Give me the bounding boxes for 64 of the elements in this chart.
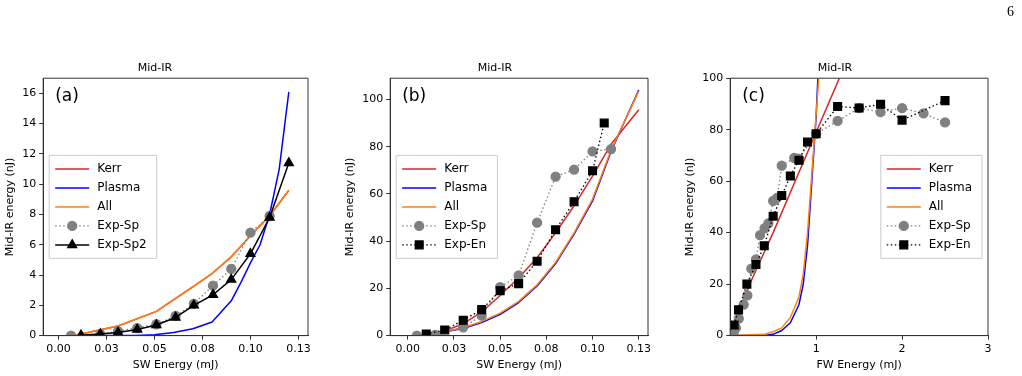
legend-label: Plasma bbox=[928, 180, 972, 195]
chart-title: Mid-IR bbox=[817, 61, 853, 75]
x-tick-label: 0.08 bbox=[190, 342, 215, 356]
legend-label: Kerr bbox=[444, 161, 469, 176]
y-tick-label: 4 bbox=[29, 267, 37, 281]
y-tick-label: 0 bbox=[716, 328, 724, 342]
y-tick-label: 2 bbox=[29, 298, 37, 312]
chart-title: Mid-IR bbox=[477, 61, 513, 75]
x-axis-title: SW Energy (mJ) bbox=[476, 358, 563, 372]
legend-label: Exp-En bbox=[928, 237, 971, 252]
x-axis-title: FW Energy (mJ) bbox=[816, 358, 902, 372]
legend-label: All bbox=[97, 199, 113, 214]
legend-label: Exp-Sp bbox=[444, 218, 487, 233]
y-tick-label: 60 bbox=[369, 186, 384, 200]
legend-label: Plasma bbox=[97, 180, 141, 195]
y-tick-label: 20 bbox=[709, 276, 724, 290]
y-tick-label: 0 bbox=[376, 328, 384, 342]
y-tick-label: 14 bbox=[22, 116, 37, 130]
y-tick-label: 100 bbox=[702, 71, 724, 85]
y-tick-label: 60 bbox=[709, 174, 724, 188]
x-tick-label: 0.03 bbox=[94, 342, 119, 356]
annotation: (a) bbox=[55, 85, 79, 106]
legend-label: Kerr bbox=[928, 161, 954, 176]
x-tick-label: 2 bbox=[898, 342, 906, 356]
legend-label: Exp-Sp bbox=[928, 218, 971, 233]
y-tick-label: 40 bbox=[709, 225, 724, 239]
legend-label: Plasma bbox=[444, 180, 488, 195]
y-tick-label: 100 bbox=[362, 92, 384, 106]
y-tick-label: 0 bbox=[29, 328, 37, 342]
x-tick-label: 1 bbox=[812, 342, 820, 356]
legend-label: Exp-Sp bbox=[97, 218, 140, 233]
annotation: (b) bbox=[402, 85, 427, 106]
legend-label: Exp-En bbox=[444, 237, 487, 252]
x-axis-title: SW Energy (mJ) bbox=[132, 358, 219, 372]
y-axis-title: Mid-IR energy (nJ) bbox=[683, 157, 697, 257]
y-tick-label: 80 bbox=[709, 122, 724, 136]
legend-label: Exp-Sp2 bbox=[97, 237, 147, 252]
y-tick-label: 20 bbox=[369, 281, 384, 295]
y-tick-label: 10 bbox=[22, 177, 37, 191]
legend-label: All bbox=[444, 199, 460, 214]
y-tick-label: 16 bbox=[22, 86, 37, 100]
annotation: (c) bbox=[742, 85, 765, 106]
y-axis-title: Mid-IR energy (nJ) bbox=[343, 157, 357, 257]
y-tick-label: 8 bbox=[29, 207, 37, 221]
x-tick-label: 0.10 bbox=[580, 342, 605, 356]
legend-label: Kerr bbox=[97, 161, 122, 176]
chart-title: Mid-IR bbox=[137, 61, 173, 75]
x-tick-label: 0.13 bbox=[286, 342, 311, 356]
x-tick-label: 0.05 bbox=[487, 342, 513, 356]
x-tick-label: 3 bbox=[984, 342, 992, 356]
y-tick-label: 40 bbox=[369, 234, 384, 247]
x-tick-label: 0.10 bbox=[238, 342, 263, 356]
x-tick-label: 0.03 bbox=[441, 342, 467, 356]
x-tick-label: 0.13 bbox=[626, 342, 652, 356]
y-axis-title: Mid-IR energy (nJ) bbox=[3, 157, 17, 257]
y-tick-label: 12 bbox=[22, 146, 37, 160]
x-tick-label: 0.05 bbox=[142, 342, 167, 356]
x-tick-label: 0.00 bbox=[46, 342, 71, 356]
x-tick-label: 0.08 bbox=[534, 342, 559, 356]
text: 6 bbox=[1007, 4, 1014, 20]
y-tick-label: 80 bbox=[369, 139, 384, 153]
x-tick-label: 0.00 bbox=[395, 342, 420, 356]
y-tick-label: 6 bbox=[29, 237, 37, 251]
legend-label: All bbox=[928, 199, 944, 214]
